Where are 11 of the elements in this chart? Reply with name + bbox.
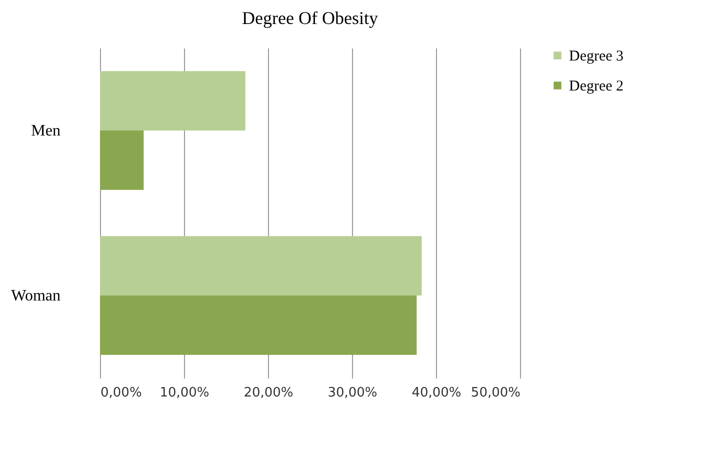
y-tick-label: Woman <box>11 288 60 304</box>
x-tick-label: 0,00% <box>100 386 142 400</box>
x-tick-label: 20,00% <box>244 386 294 400</box>
x-tick-label: 10,00% <box>160 386 210 400</box>
legend-label: Degree 3 <box>569 48 624 64</box>
x-tick-label: 40,00% <box>412 386 462 400</box>
legend-label: Degree 2 <box>569 78 624 94</box>
chart-title: Degree Of Obesity <box>242 8 378 28</box>
x-tick-label: 50,00% <box>470 386 520 400</box>
y-tick-label: Men <box>31 122 60 140</box>
x-tick-label: 30,00% <box>328 386 378 400</box>
